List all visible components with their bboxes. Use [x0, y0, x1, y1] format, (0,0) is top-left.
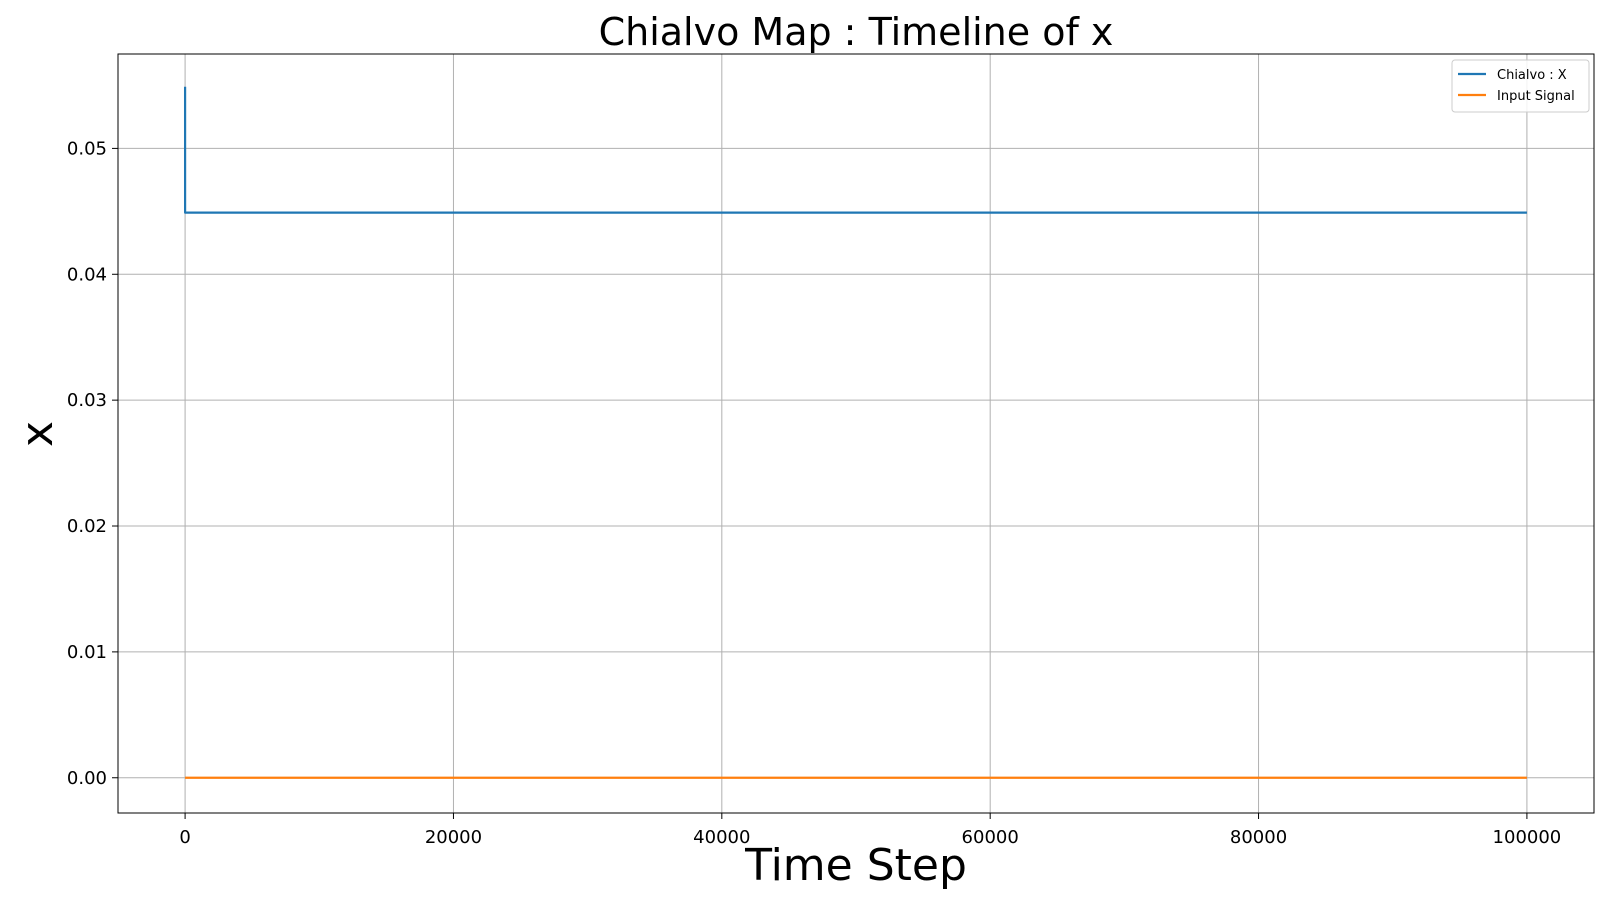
- x-tick-label: 0: [179, 827, 190, 848]
- y-tick-label: 0.05: [67, 138, 107, 159]
- y-tick-label: 0.03: [67, 390, 107, 411]
- legend-box: [1451, 59, 1590, 113]
- axis-ticks: 0 20000 40000 60000 80000 100000 0.00 0.01 0.02 0…: [67, 138, 1561, 848]
- y-tick-label: 0.01: [67, 642, 107, 663]
- series-line-1: [183, 86, 1527, 214]
- x-tick-label: 40000: [693, 827, 750, 848]
- y-axis-label: x: [12, 421, 63, 447]
- x-tick-label: 80000: [1230, 827, 1287, 848]
- series-lines: [183, 86, 1527, 779]
- y-tick-label: 0.00: [67, 768, 107, 789]
- legend: Chialvo : X Input Signal: [1451, 59, 1590, 113]
- x-tick-label: 60000: [962, 827, 1019, 848]
- y-tick-label: 0.02: [67, 516, 107, 537]
- x-tick-label: 100000: [1493, 827, 1562, 848]
- y-tick-label: 0.04: [67, 264, 107, 285]
- chart-title: Chialvo Map : Timeline of x: [599, 10, 1114, 54]
- x-tick-label: 20000: [425, 827, 482, 848]
- legend-label: Chialvo : X: [1497, 68, 1567, 83]
- grid: [118, 54, 1594, 813]
- plot-frame: [117, 53, 1595, 814]
- x-axis-label: Time Step: [744, 840, 967, 891]
- legend-label: Input Signal: [1497, 89, 1575, 104]
